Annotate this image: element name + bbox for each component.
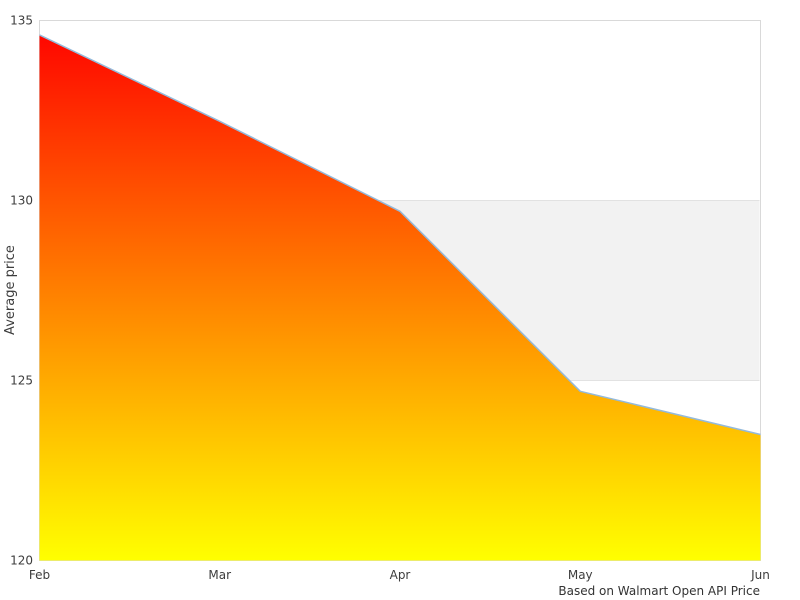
y-tick-label: 125 bbox=[10, 374, 33, 388]
x-tick-label: Jun bbox=[750, 568, 770, 582]
price-line bbox=[39, 34, 761, 436]
x-tick-label: Mar bbox=[208, 568, 231, 582]
y-tick-label: 130 bbox=[10, 194, 33, 208]
x-tick-label: Feb bbox=[29, 568, 50, 582]
y-tick-label: 135 bbox=[10, 14, 33, 28]
source-caption: Based on Walmart Open API Price bbox=[558, 584, 760, 598]
x-axis-tick-labels: Feb Mar Apr May Jun bbox=[29, 568, 770, 582]
y-tick-label: 120 bbox=[10, 554, 33, 568]
y-axis-title: Average price bbox=[3, 245, 18, 335]
price-area-fill bbox=[39, 34, 761, 561]
x-tick-label: Apr bbox=[390, 568, 411, 582]
x-tick-label: May bbox=[568, 568, 593, 582]
y-axis-tick-labels: 120 125 130 135 bbox=[10, 14, 33, 568]
